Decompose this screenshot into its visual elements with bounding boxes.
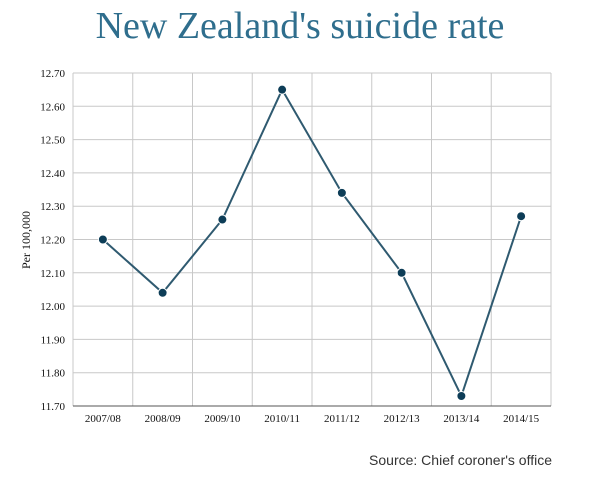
y-tick-label: 12.10 — [40, 268, 65, 280]
data-point — [97, 234, 108, 245]
x-tick-label: 2009/10 — [204, 413, 241, 425]
x-tick-label: 2008/09 — [145, 413, 182, 425]
x-tick-label: 2010/11 — [264, 413, 300, 425]
grid — [72, 72, 552, 407]
x-tick-label: 2014/15 — [503, 413, 540, 425]
series-line — [102, 87, 523, 399]
y-tick-label: 11.80 — [41, 368, 66, 380]
data-point — [217, 214, 228, 225]
data-point — [516, 211, 527, 222]
y-tick-label: 12.40 — [40, 168, 65, 180]
x-axis-ticks: 2007/08 2008/09 2009/10 2010/11 2011/12 2012/… — [85, 413, 540, 425]
data-point — [336, 187, 347, 198]
y-tick-label: 12.30 — [40, 201, 65, 213]
y-tick-label: 12.70 — [40, 68, 65, 80]
chart-title: New Zealand's suicide rate — [95, 5, 505, 47]
data-point — [396, 267, 407, 278]
y-tick-label: 12.60 — [40, 101, 65, 113]
series — [97, 84, 527, 402]
x-tick-label: 2011/12 — [324, 413, 360, 425]
y-tick-label: 12.00 — [40, 301, 65, 313]
data-point — [456, 391, 467, 402]
x-tick-label: 2013/14 — [443, 413, 480, 425]
data-point — [157, 287, 168, 298]
x-tick-label: 2007/08 — [85, 413, 122, 425]
data-point — [277, 84, 288, 95]
source-note: Source: Chief coroner's office — [369, 452, 552, 468]
y-tick-label: 11.70 — [41, 401, 66, 413]
y-axis-label: Per 100,000 — [19, 211, 33, 269]
y-axis-ticks: 11.70 11.80 11.90 12.00 12.10 12.20 12.30 12.40… — [40, 68, 65, 413]
y-tick-label: 12.20 — [40, 235, 65, 247]
y-tick-label: 11.90 — [41, 334, 66, 346]
x-tick-label: 2012/13 — [384, 413, 421, 425]
y-tick-label: 12.50 — [40, 135, 65, 147]
